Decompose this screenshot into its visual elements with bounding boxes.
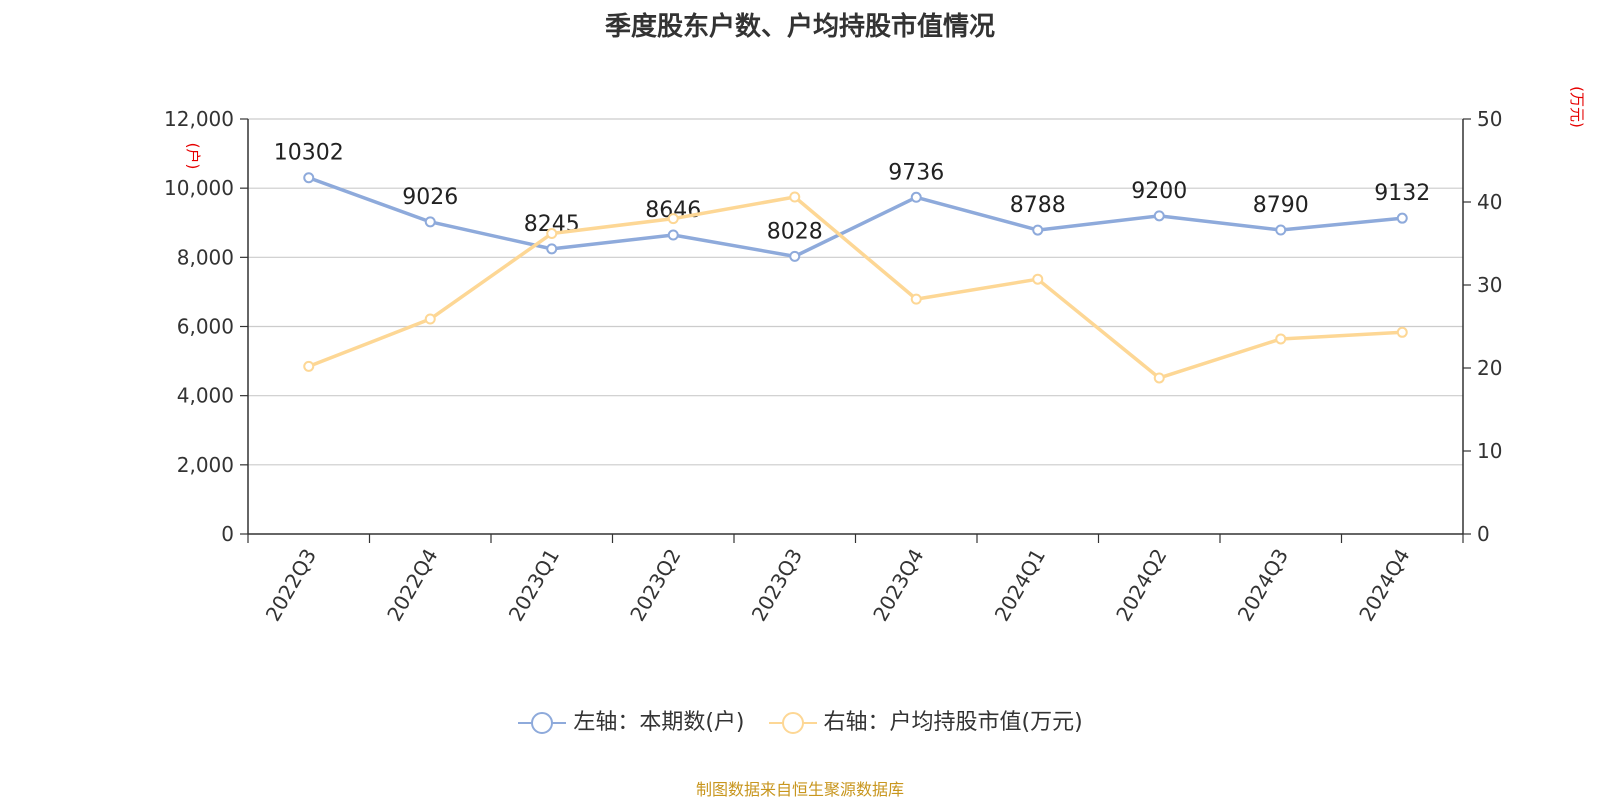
series-point-right [789,191,801,203]
x-axis-tick-label: 2024Q4 [1354,545,1414,626]
right-axis-tick-label: 40 [1477,190,1502,214]
series-point-left [667,229,679,241]
data-label-left: 9200 [1131,179,1187,204]
x-axis-tick-label: 2023Q2 [625,545,685,626]
x-axis-tick-label: 2024Q3 [1233,545,1293,626]
left-axis-tick-label: 0 [221,522,234,546]
source-note: 制图数据来自恒生聚源数据库 [695,780,904,799]
data-label-left: 8028 [767,219,823,244]
series-point-left [424,216,436,228]
data-label-left: 10302 [274,141,344,166]
legend-item-right-series[interactable]: 右轴：户均持股市值(万元) [768,704,1083,736]
x-axis-tick-label: 2022Q3 [261,545,321,626]
series-line-left [308,176,1403,259]
x-axis-tick-label: 2023Q1 [504,545,564,626]
legend-right-series-label: 右轴：户均持股市值(万元) [823,710,1083,735]
right-axis-tick-label: 10 [1477,439,1502,463]
chart-title: 季度股东户数、户均持股市值情况 [604,12,995,42]
x-axis-tick-label: 2022Q4 [382,545,442,626]
right-axis-unit-label: (万元) [1568,86,1586,128]
x-axis-tick-label: 2023Q3 [747,545,807,626]
series-point-left [910,191,922,203]
left-axis-unit-label: (户) [184,143,202,170]
legend-right-series-marker-icon [768,712,817,734]
series-point-right [1032,273,1044,285]
left-axis-tick-label: 10,000 [164,176,234,200]
left-axis-tick-label: 4,000 [177,384,234,408]
data-label-left: 9026 [402,185,458,210]
series-point-right [303,360,315,372]
series-point-right [910,293,922,305]
legend-item-left-series[interactable]: 左轴：本期数(户) [517,704,745,736]
data-label-left: 9736 [888,160,944,185]
series-point-left [1396,212,1408,224]
left-axis-tick-label: 2,000 [177,453,234,477]
series-point-left [546,243,558,255]
right-axis-tick-label: 50 [1477,107,1502,131]
left-axis-tick-label: 12,000 [164,107,234,131]
series-point-left [1153,210,1165,222]
series-line-right [308,195,1403,380]
data-label-left: 9132 [1374,181,1430,206]
series-point-left [789,250,801,262]
series-point-right [1153,372,1165,384]
data-label-left: 8788 [1010,193,1066,218]
x-axis-tick-label: 2024Q1 [990,545,1050,626]
right-axis-tick-label: 20 [1477,356,1502,380]
x-axis-tick-label: 2023Q4 [868,545,928,626]
legend: 左轴：本期数(户) 右轴：户均持股市值(万元) [0,704,1600,736]
left-axis-tick-label: 8,000 [177,245,234,269]
chart-plot: 0 2,000 4,000 6,000 8,000 10,000 12,000 0 10 20 30… [164,86,1586,626]
data-label-left: 8790 [1253,193,1309,218]
series-point-right [1396,326,1408,338]
legend-left-series-marker-icon [518,712,567,734]
series-point-right [1275,333,1287,345]
series-point-right [546,228,558,240]
right-axis-tick-label: 0 [1477,522,1490,546]
series-point-left [303,172,315,184]
series-point-right [667,213,679,225]
series-point-left [1275,224,1287,236]
series-point-right [424,313,436,325]
series-point-left [1032,224,1044,236]
left-axis-tick-label: 6,000 [177,315,234,339]
right-axis-tick-label: 30 [1477,273,1502,297]
legend-left-series-label: 左轴：本期数(户) [573,710,745,735]
x-axis-tick-label: 2024Q2 [1111,545,1171,626]
